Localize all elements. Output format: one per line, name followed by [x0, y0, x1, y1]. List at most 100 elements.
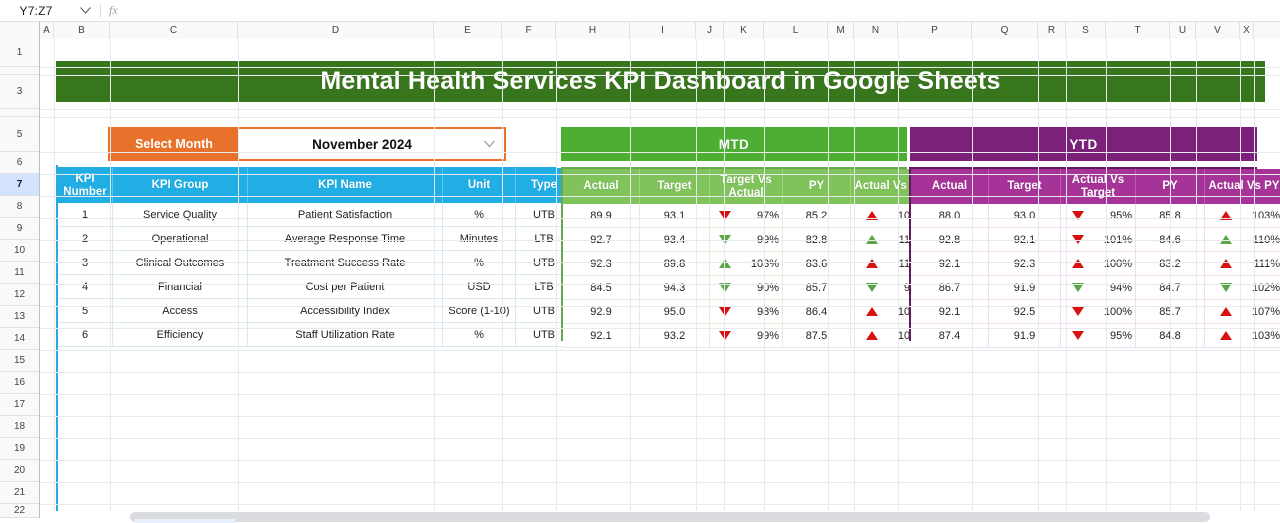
row-header-14[interactable]: 14 [0, 328, 39, 350]
row-header-20[interactable]: 20 [0, 460, 39, 482]
row-header-15[interactable]: 15 [0, 350, 39, 372]
cell-ytd-actual-vs-py: 102% [1205, 276, 1280, 300]
delta-percent: 103% [745, 258, 779, 270]
cell-mtd-target-vs-actual: 97% [710, 204, 783, 228]
cell-kpi-name: Patient Satisfaction [248, 203, 443, 227]
row-header-22[interactable]: 22 [0, 504, 39, 518]
row-header-6[interactable]: 6 [0, 152, 39, 174]
row-header-9[interactable]: 9 [0, 218, 39, 240]
row-header-5[interactable]: 5 [0, 117, 39, 152]
month-selector[interactable]: Select Month November 2024 [108, 127, 506, 161]
row-header-13[interactable]: 13 [0, 306, 39, 328]
column-header-V[interactable]: V [1196, 22, 1240, 39]
cell-unit: % [443, 323, 516, 347]
month-dropdown[interactable]: November 2024 [238, 129, 504, 159]
cell-ytd-actual-vs-py: 107% [1205, 300, 1280, 324]
row-header-2[interactable] [0, 67, 39, 75]
cell-kpi-number: 2 [58, 227, 113, 251]
row-header-1[interactable]: 1 [0, 39, 39, 67]
gridline [40, 394, 1280, 395]
column-header-E[interactable]: E [434, 22, 502, 39]
column-header-D[interactable]: D [238, 22, 434, 39]
row-header-7[interactable]: 7 [0, 174, 39, 196]
cell-ytd-actual: 92.1 [911, 252, 989, 276]
mtd-metrics-table[interactable]: Actual Target Target Vs Actual PY Actual… [561, 167, 907, 341]
chevron-down-icon[interactable] [484, 141, 495, 148]
arrow-up-icon [1220, 259, 1232, 268]
column-header-K[interactable]: K [724, 22, 764, 39]
gridline [40, 109, 1280, 110]
row-header-17[interactable]: 17 [0, 394, 39, 416]
column-header-J[interactable]: J [696, 22, 724, 39]
gridline [898, 39, 899, 523]
chevron-down-icon[interactable] [72, 7, 98, 14]
name-box[interactable]: Y7:Z7 [0, 4, 72, 18]
gridline [1170, 39, 1171, 523]
column-header-F[interactable]: F [502, 22, 556, 39]
row-header-12[interactable]: 12 [0, 284, 39, 306]
gridline [40, 416, 1280, 417]
cell-mtd-py: 86.4 [783, 300, 851, 324]
column-header-Q[interactable]: Q [972, 22, 1038, 39]
column-header-X[interactable]: X [1240, 22, 1254, 39]
arrow-up-icon [719, 259, 731, 268]
row-header-3[interactable]: 3 [0, 75, 39, 109]
gridline [696, 39, 697, 523]
arrow-down-icon [719, 307, 731, 316]
sheet-tab-hint[interactable] [135, 519, 235, 523]
column-header-T[interactable]: T [1106, 22, 1170, 39]
gridline [40, 504, 1280, 505]
table-row[interactable]: 84.594.390%85.799% [563, 276, 929, 300]
row-header-21[interactable]: 21 [0, 482, 39, 504]
horizontal-scrollbar-thumb[interactable] [130, 512, 1210, 522]
table-row[interactable]: 92.389.8103%83.6110% [563, 252, 929, 276]
table-row[interactable]: 86.791.994%84.7102% [911, 276, 1280, 300]
cell-mtd-target-vs-actual: 90% [710, 276, 783, 300]
cell-mtd-target: 95.0 [640, 300, 710, 324]
cell-ytd-actual-vs-target: 94% [1061, 276, 1136, 300]
gridline [238, 39, 239, 523]
column-header-C[interactable]: C [110, 22, 238, 39]
row-header-10[interactable]: 10 [0, 240, 39, 262]
row-header-11[interactable]: 11 [0, 262, 39, 284]
column-header-R[interactable]: R [1038, 22, 1066, 39]
ytd-metrics-table[interactable]: Actual Target Actual Vs Target PY Actual… [909, 167, 1257, 341]
month-dropdown-value: November 2024 [238, 137, 504, 152]
cell-ytd-actual-vs-target: 95% [1061, 204, 1136, 228]
gridline [40, 482, 1280, 483]
gridline [854, 39, 855, 523]
cell-mtd-actual: 92.3 [563, 252, 640, 276]
column-header-H[interactable]: H [556, 22, 630, 39]
column-header-B[interactable]: B [54, 22, 110, 39]
column-header-M[interactable]: M [828, 22, 854, 39]
column-header-L[interactable]: L [764, 22, 828, 39]
table-row[interactable]: 92.995.098%86.4108% [563, 300, 929, 324]
kpi-definition-table[interactable]: KPI Number KPI Group KPI Name Unit Type … [57, 167, 557, 341]
column-header-S[interactable]: S [1066, 22, 1106, 39]
column-header-I[interactable]: I [630, 22, 696, 39]
column-header-U[interactable]: U [1170, 22, 1196, 39]
select-all-corner[interactable] [0, 22, 40, 39]
column-header-P[interactable]: P [898, 22, 972, 39]
row-header-16[interactable]: 16 [0, 372, 39, 394]
table-row[interactable]: 88.093.095%85.8103% [911, 204, 1280, 228]
sheet-canvas[interactable]: Mental Health Services KPI Dashboard in … [40, 39, 1280, 523]
row-header-19[interactable]: 19 [0, 438, 39, 460]
delta-percent: 95% [1098, 210, 1132, 222]
column-header-N[interactable]: N [854, 22, 898, 39]
row-header-18[interactable]: 18 [0, 416, 39, 438]
row-header-8[interactable]: 8 [0, 196, 39, 218]
row-header-4[interactable] [0, 109, 39, 117]
delta-percent: 103% [1246, 210, 1280, 222]
cell-kpi-name: Accessibility Index [248, 299, 443, 323]
table-row[interactable]: 89.993.197%85.2106% [563, 204, 929, 228]
column-header-A[interactable]: A [40, 22, 54, 39]
